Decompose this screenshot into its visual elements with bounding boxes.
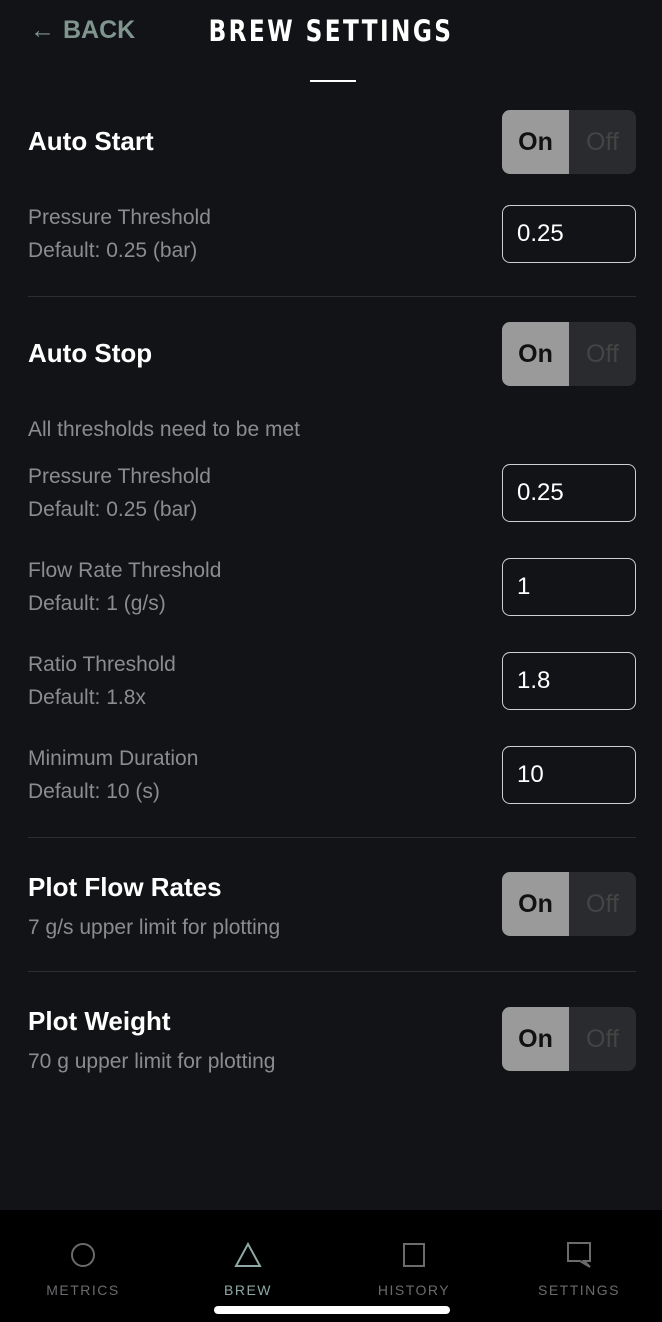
arrow-left-icon: ← xyxy=(30,16,55,44)
auto-start-pressure-label: Pressure Threshold Default: 0.25 (bar) xyxy=(28,206,211,262)
plot-flow-title: Plot Flow Rates xyxy=(28,872,222,902)
home-indicator xyxy=(214,1306,450,1314)
plot-flow-toggle[interactable]: On Off xyxy=(502,872,636,936)
divider xyxy=(28,837,636,838)
tab-history[interactable]: HISTORY xyxy=(344,1238,484,1298)
toggle-off[interactable]: Off xyxy=(586,127,619,156)
auto-stop-pressure-input[interactable] xyxy=(502,464,636,522)
ratio-label: Ratio Threshold Default: 1.8x xyxy=(28,653,176,709)
toggle-on[interactable]: On xyxy=(502,872,569,936)
toggle-on[interactable]: On xyxy=(502,322,569,386)
divider xyxy=(28,296,636,297)
triangle-icon xyxy=(178,1238,318,1272)
page-title: BREW SETTINGS xyxy=(208,14,454,48)
auto-stop-toggle[interactable]: On Off xyxy=(502,322,636,386)
toggle-on[interactable]: On xyxy=(502,110,569,174)
toggle-off[interactable]: Off xyxy=(586,339,619,368)
back-button[interactable]: ← BACK xyxy=(30,16,136,44)
plot-weight-title: Plot Weight xyxy=(28,1006,171,1036)
square-icon xyxy=(344,1238,484,1272)
auto-start-title: Auto Start xyxy=(28,126,154,156)
tab-metrics[interactable]: METRICS xyxy=(13,1238,153,1298)
bottom-nav xyxy=(0,1210,662,1322)
chat-bubble-icon xyxy=(509,1238,649,1272)
divider xyxy=(28,971,636,972)
plot-weight-toggle[interactable]: On Off xyxy=(502,1007,636,1071)
tab-brew[interactable]: BREW xyxy=(178,1238,318,1298)
tab-settings[interactable]: SETTINGS xyxy=(509,1238,649,1298)
flow-rate-label: Flow Rate Threshold Default: 1 (g/s) xyxy=(28,559,222,615)
toggle-on[interactable]: On xyxy=(502,1007,569,1071)
auto-stop-title: Auto Stop xyxy=(28,338,153,368)
auto-stop-pressure-label: Pressure Threshold Default: 0.25 (bar) xyxy=(28,465,211,521)
duration-input[interactable] xyxy=(502,746,636,804)
plot-flow-subtitle: 7 g/s upper limit for plotting xyxy=(28,916,281,939)
flow-rate-input[interactable] xyxy=(502,558,636,616)
ratio-input[interactable] xyxy=(502,652,636,710)
toggle-off[interactable]: Off xyxy=(586,889,619,918)
duration-label: Minimum Duration Default: 10 (s) xyxy=(28,747,199,803)
plot-weight-subtitle: 70 g upper limit for plotting xyxy=(28,1050,276,1073)
auto-start-toggle[interactable]: On Off xyxy=(502,110,636,174)
circle-icon xyxy=(13,1238,153,1272)
toggle-off[interactable]: Off xyxy=(586,1024,619,1053)
title-underline xyxy=(310,80,356,82)
auto-start-pressure-input[interactable] xyxy=(502,205,636,263)
auto-stop-note: All thresholds need to be met xyxy=(28,418,300,441)
